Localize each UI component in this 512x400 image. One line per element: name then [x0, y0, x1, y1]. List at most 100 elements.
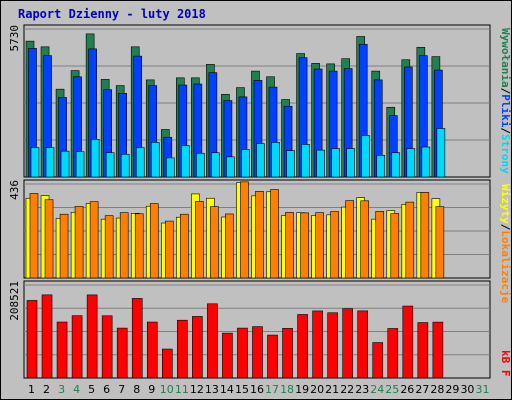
bar-middle-s1-day-14: [225, 213, 234, 279]
bar-bottom-s0-day-16: [252, 326, 263, 379]
bar-middle-s1-day-5: [89, 201, 99, 279]
bar-middle-s1-day-2: [44, 199, 54, 279]
day-label: 25: [385, 383, 399, 396]
chart-panels: 5730 436 208521: [8, 24, 491, 379]
bar-bottom-s0-day-26: [402, 305, 414, 379]
day-label: 10: [160, 383, 174, 396]
day-label: 27: [415, 383, 429, 396]
day-label: 12: [190, 383, 204, 396]
bar-bottom-s0-day-9: [146, 321, 158, 379]
right-label-part: Pliki: [499, 94, 512, 127]
bar-top-s2-day-15: [241, 149, 250, 178]
bar-top-s2-day-26: [406, 148, 416, 178]
bar-top-s2-day-14: [226, 156, 235, 178]
bar-top-s2-day-7: [120, 153, 130, 178]
day-label: 2: [43, 383, 50, 396]
bar-top-s2-day-9: [150, 142, 160, 178]
bar-middle-s1-day-10: [164, 220, 174, 279]
bar-middle-s1-day-26: [405, 201, 415, 279]
bar-bottom-s0-day-21: [327, 312, 338, 379]
bar-top-s2-day-17: [271, 142, 280, 178]
day-label: 23: [355, 383, 369, 396]
bar-top-s2-day-8: [135, 147, 145, 178]
bar-top-s2-day-19: [301, 144, 310, 178]
bar-bottom-s0-day-24: [372, 342, 384, 379]
day-label: 5: [88, 383, 95, 396]
bar-middle-s1-day-17: [270, 189, 279, 279]
day-label: 8: [133, 383, 140, 396]
bar-middle-s1-day-12: [195, 201, 204, 279]
bar-top-s2-day-16: [256, 143, 265, 178]
bar-bottom-s0-day-18: [282, 328, 293, 379]
bar-bottom-s0-day-19: [297, 314, 308, 379]
bar-middle-s1-day-24: [375, 211, 385, 279]
bar-top-s2-day-2: [45, 147, 55, 178]
right-legend-labels: Wywołania/Pliki/StronyWizyty/Lokalizacje…: [499, 28, 512, 377]
bar-bottom-s0-day-15: [237, 327, 248, 379]
day-label: 31: [475, 383, 489, 396]
day-label: 17: [265, 383, 279, 396]
bar-top-s2-day-13: [211, 152, 220, 178]
day-label: 16: [250, 383, 264, 396]
bar-bottom-s0-day-23: [357, 310, 369, 379]
bar-bottom-s0-day-11: [177, 319, 188, 379]
bar-middle-s1-day-6: [104, 215, 114, 279]
y-max-label-bottom: 208521: [8, 281, 21, 321]
day-label: 29: [445, 383, 459, 396]
bar-top-s2-day-11: [181, 145, 190, 178]
bar-middle-s1-day-16: [255, 191, 264, 279]
right-label-part: Wywołania: [499, 28, 512, 88]
bar-bottom-s0-day-8: [131, 298, 143, 379]
bar-top-s2-day-6: [105, 152, 115, 178]
bar-bottom-s0-day-20: [312, 310, 323, 379]
bar-bottom-s0-day-28: [432, 321, 444, 379]
bar-bottom-s0-day-25: [387, 328, 399, 379]
bar-bottom-s0-day-4: [71, 315, 83, 379]
day-label: 28: [430, 383, 444, 396]
bar-top-s2-day-25: [391, 152, 401, 178]
right-label-part: Wizyty: [499, 184, 512, 224]
day-label: 20: [310, 383, 324, 396]
day-label: 13: [205, 383, 219, 396]
bar-middle-s1-day-13: [210, 206, 219, 279]
day-label: 21: [325, 383, 339, 396]
panel-middle: 436: [8, 179, 491, 279]
bar-bottom-s0-day-13: [207, 303, 218, 379]
day-label: 22: [340, 383, 354, 396]
right-label-top: Wywołania/Pliki/Strony: [499, 28, 512, 174]
bar-top-s2-day-3: [60, 150, 70, 178]
bar-bottom-s0-day-14: [222, 332, 233, 379]
day-label: 24: [370, 383, 384, 396]
right-label-part: Lokalizacje: [499, 230, 512, 303]
bar-middle-s1-day-19: [300, 212, 309, 279]
bar-bottom-s0-day-22: [342, 308, 353, 379]
bar-middle-s1-day-11: [180, 213, 189, 279]
bar-top-s2-day-4: [75, 151, 85, 178]
right-label-bottom: kB F: [499, 350, 512, 377]
chart-title: Raport Dzienny - luty 2018: [18, 7, 206, 21]
bar-top-s2-day-23: [361, 135, 371, 178]
bar-bottom-s0-day-1: [26, 300, 38, 379]
right-label-part: /: [499, 127, 512, 134]
bar-middle-s1-day-28: [435, 206, 445, 279]
panel-top: 5730: [8, 24, 491, 178]
bar-middle-s1-day-20: [315, 212, 324, 279]
bar-middle-s1-day-3: [59, 213, 69, 279]
bar-middle-s1-day-8: [134, 213, 144, 279]
bar-bottom-s0-day-17: [267, 334, 278, 379]
y-max-label-top: 5730: [8, 25, 21, 52]
bar-middle-s1-day-21: [330, 211, 339, 279]
right-label-part: Strony: [499, 134, 512, 174]
bar-top-s2-day-28: [436, 128, 446, 178]
bar-middle-s1-day-1: [29, 193, 39, 279]
day-label: 26: [400, 383, 414, 396]
bar-bottom-s0-day-6: [101, 315, 113, 379]
bar-top-s2-day-27: [421, 146, 431, 178]
bar-top-s2-day-18: [286, 150, 295, 178]
bar-middle-s1-day-18: [285, 212, 294, 279]
bar-top-s2-day-12: [196, 152, 205, 178]
bar-bottom-s0-day-7: [116, 327, 128, 379]
day-label: 11: [175, 383, 189, 396]
bar-middle-s1-day-7: [119, 212, 129, 279]
day-label: 4: [73, 383, 80, 396]
